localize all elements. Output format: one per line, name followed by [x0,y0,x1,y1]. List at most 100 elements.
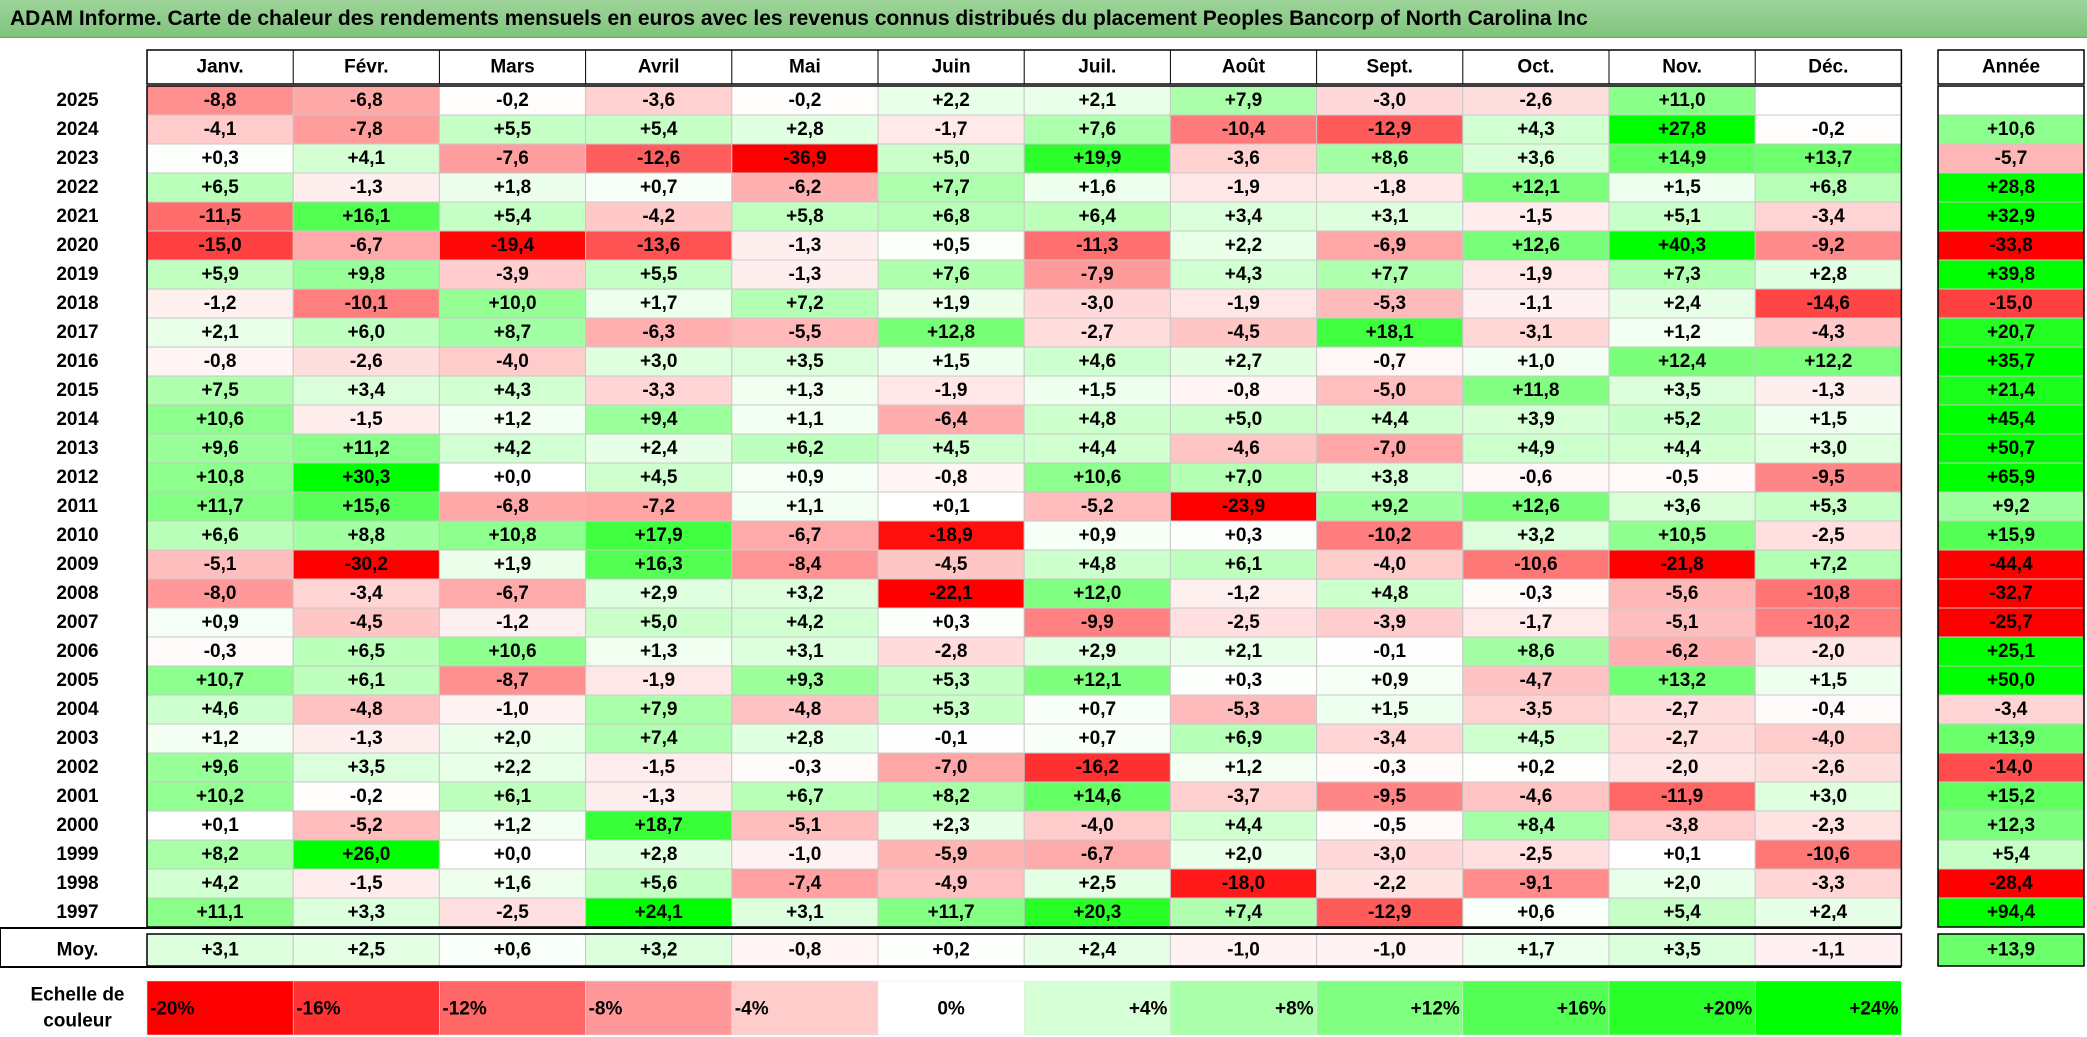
cell-value: +1,9 [494,554,532,575]
cell-value: +14,9 [1658,148,1706,169]
cell-value: +11,7 [928,902,975,923]
cell-value: -5,0 [1373,380,1406,401]
heatmap-cell [731,897,879,928]
cell-value: +5,2 [1663,409,1701,430]
scale-value: -8% [589,999,623,1020]
cell-value: -2,7 [1666,699,1699,720]
heatmap-cell [731,114,879,145]
heatmap-cell [146,665,294,696]
cell-value: -0,5 [1666,467,1699,488]
cell-value: +0,3 [932,612,970,633]
cell-value: -2,5 [1227,612,1260,633]
year-label: 2016 [56,351,98,372]
heatmap-cell [1462,114,1610,145]
cell-value: -0,2 [1812,119,1845,140]
cell-value: +6,6 [201,525,239,546]
scale-value: +24% [1849,999,1898,1020]
heatmap-cell [1169,520,1318,551]
annual-value: +65,9 [1987,467,2035,488]
year-label: 1998 [56,873,98,894]
heatmap-cell [1608,259,1756,290]
cell-value: -5,3 [1227,699,1260,720]
heatmap-cell [1754,230,1902,261]
scale-label: Echelle de [31,985,125,1006]
heatmap-cell [1023,114,1171,145]
heatmap-cell [1462,288,1610,319]
chart-title: ADAM Informe. Carte de chaleur des rende… [10,7,1588,30]
cell-value: +3,1 [786,902,824,923]
cell-value: +4,9 [1517,438,1555,459]
cell-value: +15,6 [342,496,390,517]
heatmap-cell [1316,868,1464,899]
month-header: Janv. [197,57,244,78]
cell-value: +5,3 [932,699,970,720]
cell-value: +1,2 [1225,757,1263,778]
heatmap-cell [1608,636,1756,667]
cell-value: -1,0 [496,699,529,720]
cell-value: +12,0 [1073,583,1121,604]
cell-value: +11,1 [197,902,244,923]
heatmap-cell [292,578,440,609]
cell-value: +1,5 [932,351,970,372]
cell-value: +8,4 [1517,815,1555,836]
heatmap-cell [1754,607,1902,638]
cell-value: +2,1 [1225,641,1263,662]
cell-value: +9,3 [786,670,824,691]
cell-value: -2,6 [1812,757,1845,778]
year-label: 2005 [56,670,99,691]
cell-value: -18,9 [929,525,972,546]
scale-value: +16% [1557,999,1606,1020]
cell-value: +3,0 [640,351,678,372]
heatmap-cell [877,317,1025,348]
heatmap-cell [1608,549,1756,580]
annual-cell [1937,201,2085,232]
cell-value: -11,3 [1076,235,1118,256]
heatmap-cell [1316,114,1464,145]
heatmap-cell [1754,259,1902,290]
cell-value: +6,9 [1225,728,1263,749]
cell-value: -1,5 [642,757,675,778]
cell-value: +8,6 [1517,641,1555,662]
scale-swatch [292,980,440,1036]
cell-value: +4,2 [201,873,239,894]
cell-value: -18,0 [1222,873,1265,894]
heatmap-cell [1462,143,1610,174]
heatmap-cell [1316,665,1464,696]
cell-value: -0,1 [1373,641,1406,662]
cell-value: -9,5 [1812,467,1845,488]
average-value: -1,1 [1812,940,1845,961]
cell-value: -3,3 [642,380,675,401]
cell-value: -7,8 [350,119,383,140]
cell-value: -3,0 [1373,90,1406,111]
cell-value: +2,8 [786,728,824,749]
cell-value: -3,3 [1812,873,1845,894]
heatmap-cell [585,85,733,116]
cell-value: +10,6 [196,409,244,430]
heatmap-cell [731,288,879,319]
scale-value: -12% [442,999,486,1020]
heatmap-cell [146,839,294,870]
heatmap-cell [877,636,1025,667]
heatmap-cell [146,172,294,203]
cell-value: +2,1 [201,322,239,343]
year-label: 2012 [56,467,98,488]
year-label: 2000 [56,815,98,836]
heatmap-cell [1754,665,1902,696]
cell-value: +4,3 [1225,264,1263,285]
cell-value: -6,7 [1081,844,1114,865]
heatmap-cell [877,578,1025,609]
cell-value: +9,8 [348,264,386,285]
annual-value: -5,7 [1995,148,2028,169]
cell-value: -1,0 [789,844,822,865]
cell-value: +2,9 [1079,641,1117,662]
cell-value: +10,0 [488,293,536,314]
cell-value: -16,2 [1076,757,1119,778]
scale-swatch [1170,980,1317,1036]
heatmap-cell [585,723,733,754]
cell-value: +27,8 [1658,119,1706,140]
year-label: 2006 [56,641,98,662]
cell-value: +7,2 [1810,554,1848,575]
cell-value: +1,3 [640,641,678,662]
heatmap-cell [731,665,879,696]
cell-value: -1,3 [350,728,383,749]
